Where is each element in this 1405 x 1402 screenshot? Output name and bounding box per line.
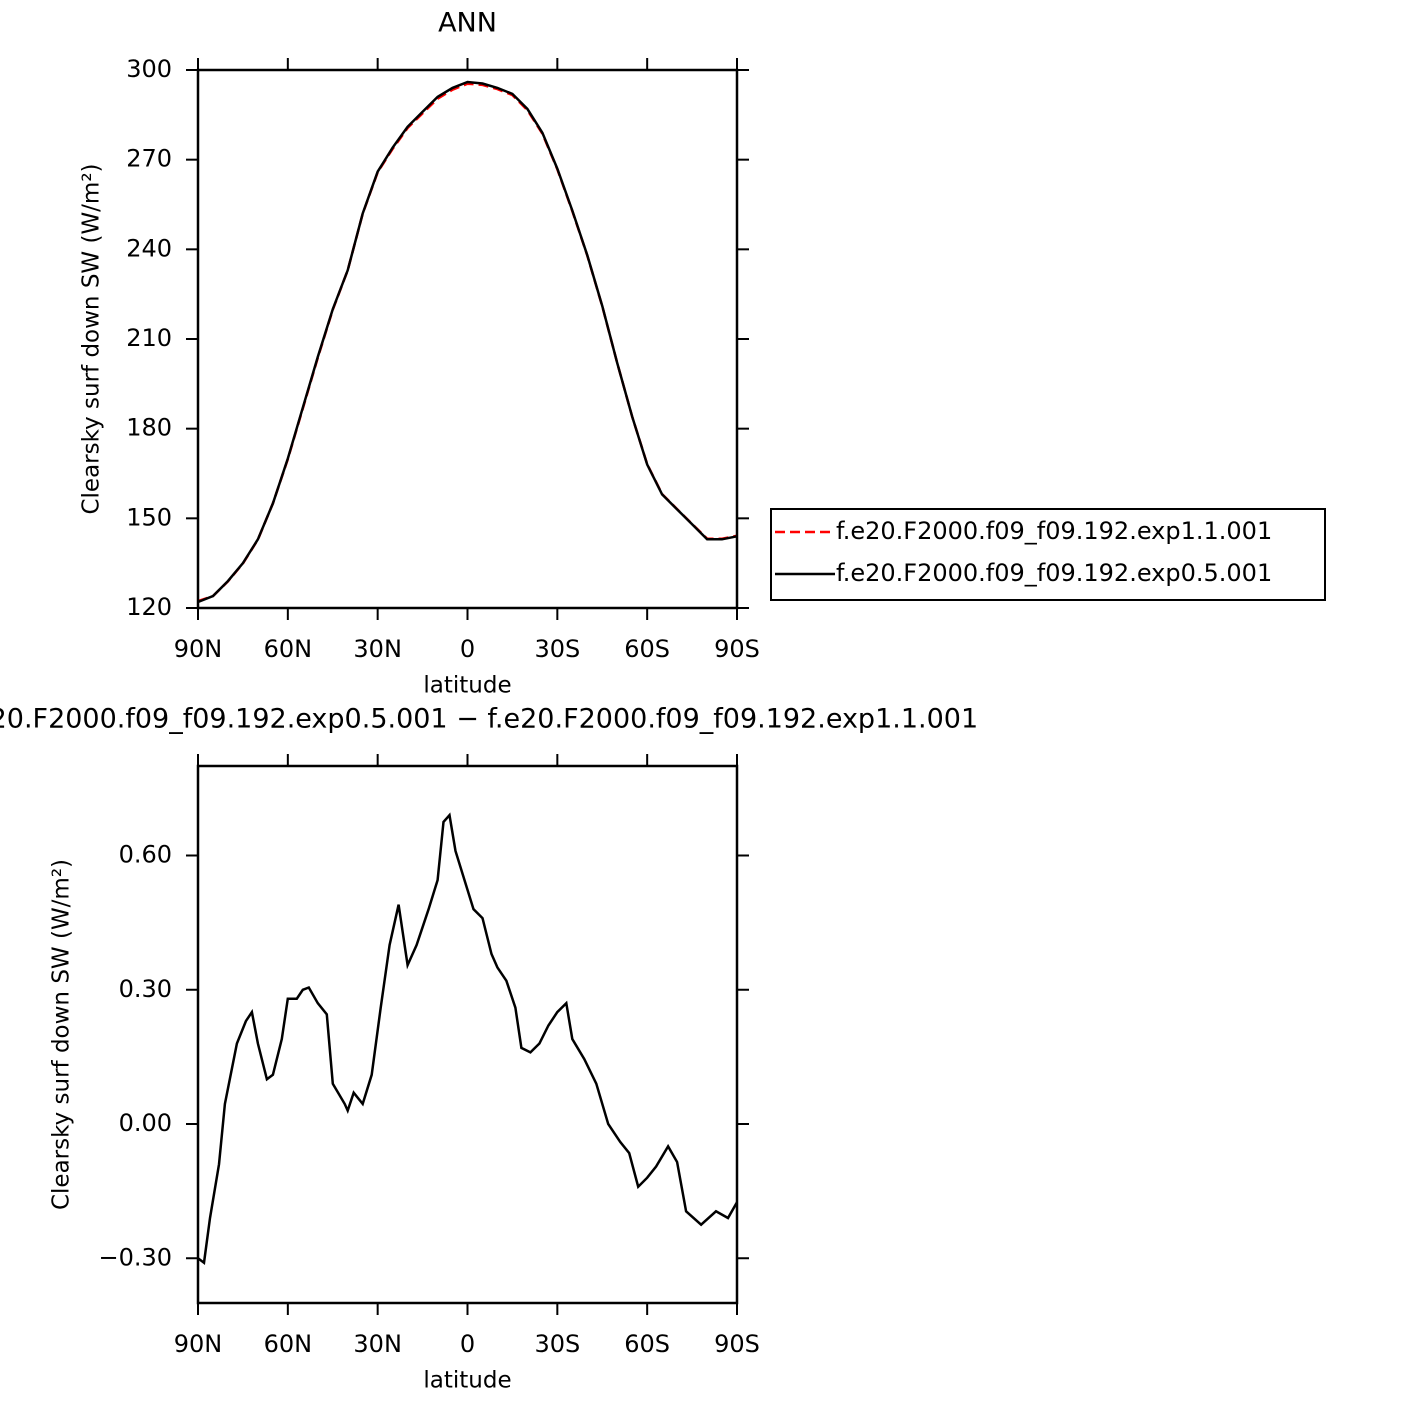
x-tick-label: 30N bbox=[353, 635, 402, 663]
y-axis-label: Clearsky surf down SW (W/m²) bbox=[49, 859, 75, 1210]
x-tick-label: 30N bbox=[353, 1330, 402, 1358]
y-tick-label: 210 bbox=[126, 324, 172, 352]
legend-label: f.e20.F2000.f09_f09.192.exp1.1.001 bbox=[836, 517, 1272, 545]
plot-frame bbox=[196, 68, 739, 610]
y-tick-label: 0.60 bbox=[119, 841, 172, 869]
x-tick-label: 30S bbox=[534, 1330, 580, 1358]
x-axis-label: latitude bbox=[423, 1368, 511, 1394]
y-tick-label: 270 bbox=[126, 145, 172, 173]
x-tick-label: 30S bbox=[534, 635, 580, 663]
y-tick-label: 300 bbox=[126, 55, 172, 83]
x-tick-label: 60N bbox=[264, 635, 313, 663]
x-tick-label: 0 bbox=[460, 1330, 475, 1358]
data-line bbox=[197, 82, 738, 603]
y-tick-label: 0.00 bbox=[119, 1109, 172, 1137]
chart-title: f.e20.F2000.f09_f09.192.exp0.5.001 − f.e… bbox=[0, 704, 978, 735]
plot-frame bbox=[196, 764, 739, 1305]
y-tick-label: 240 bbox=[126, 234, 172, 262]
x-tick-label: 0 bbox=[460, 635, 475, 663]
y-axis-label: Clearsky surf down SW (W/m²) bbox=[79, 163, 105, 514]
legend-box bbox=[770, 508, 1326, 601]
chart-title: ANN bbox=[438, 8, 497, 39]
x-tick-label: 90N bbox=[174, 1330, 223, 1358]
y-tick-label: 120 bbox=[126, 593, 172, 621]
data-line bbox=[197, 80, 738, 604]
legend-label: f.e20.F2000.f09_f09.192.exp0.5.001 bbox=[836, 559, 1272, 587]
y-tick-label: 0.30 bbox=[119, 975, 172, 1003]
x-tick-label: 60N bbox=[264, 1330, 313, 1358]
x-tick-label: 60S bbox=[624, 635, 670, 663]
x-tick-label: 90S bbox=[714, 635, 760, 663]
y-tick-label: 150 bbox=[126, 503, 172, 531]
x-tick-label: 90S bbox=[714, 1330, 760, 1358]
y-tick-label: 180 bbox=[126, 414, 172, 442]
y-tick-label: −0.30 bbox=[98, 1243, 172, 1271]
x-tick-label: 60S bbox=[624, 1330, 670, 1358]
data-line bbox=[197, 812, 739, 1265]
x-axis-label: latitude bbox=[423, 673, 511, 699]
x-tick-label: 90N bbox=[174, 635, 223, 663]
